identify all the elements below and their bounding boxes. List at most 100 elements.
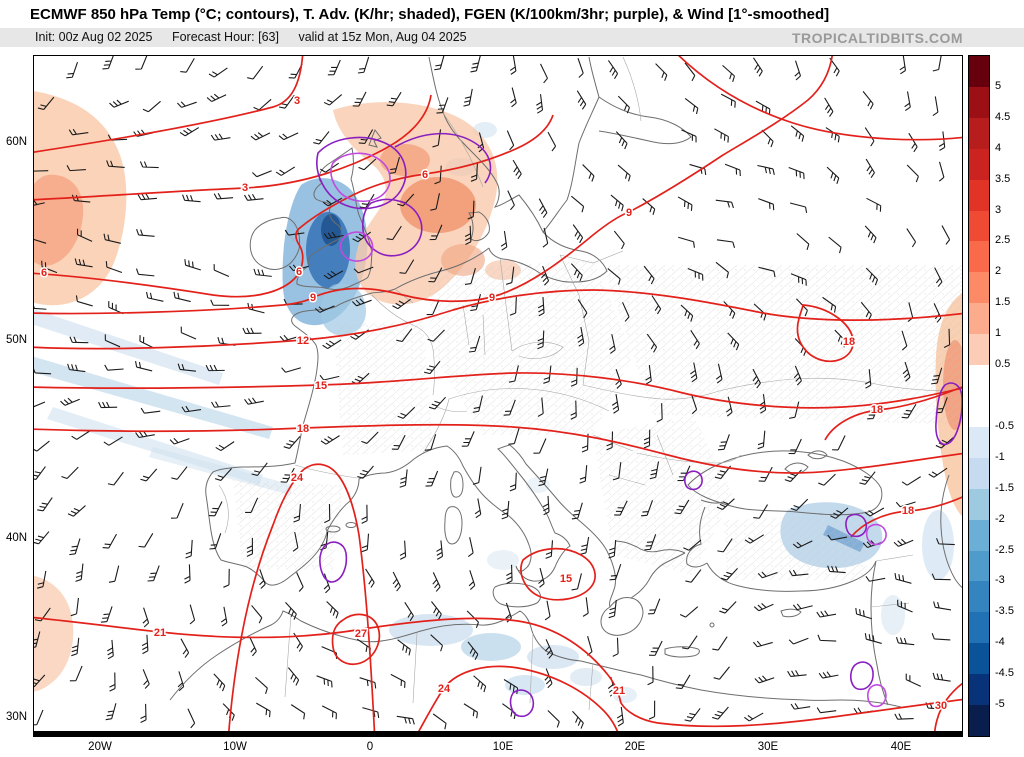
init-time: Init: 00z Aug 02 2025: [35, 30, 153, 44]
wind-barb: [107, 468, 124, 488]
wind-barb: [104, 362, 125, 371]
wind-barb: [901, 90, 912, 112]
wind-barb: [902, 164, 921, 183]
colorbar-tick-label: -0.5: [995, 419, 1014, 432]
wind-barb: [567, 710, 586, 730]
wind-barb: [108, 95, 130, 109]
wind-barb: [816, 608, 837, 619]
wind-barb: [399, 468, 408, 489]
wind-barb: [713, 662, 731, 682]
wind-barb: [318, 573, 332, 594]
wind-barb: [816, 704, 837, 714]
wind-barb: [244, 636, 258, 657]
wind-barb: [387, 673, 408, 689]
wind-barb: [579, 535, 590, 556]
wind-barb: [209, 673, 228, 692]
wind-barb: [606, 194, 626, 212]
wind-barb: [646, 665, 654, 686]
colorbar-segment: [969, 210, 989, 242]
wind-barb: [533, 198, 549, 219]
wind-barb: [137, 607, 150, 628]
colorbar-segment: [969, 426, 989, 458]
wind-barb: [70, 596, 79, 617]
wind-barb: [278, 91, 295, 111]
wind-barb: [681, 97, 701, 115]
wind-barb: [472, 465, 482, 486]
wind-barb: [936, 130, 946, 152]
wind-barb: [711, 633, 728, 653]
colorbar-tick-label: -5: [995, 698, 1005, 711]
wind-barb: [140, 634, 149, 655]
wind-barb: [179, 55, 195, 75]
colorbar-tick-label: -3: [995, 574, 1005, 587]
wind-barb: [542, 131, 558, 152]
wind-barb: [755, 164, 777, 176]
wind-barb: [251, 165, 273, 179]
wind-barb: [139, 464, 158, 484]
wind-barb: [535, 63, 550, 84]
wind-barb: [65, 59, 79, 81]
wind-barb: [603, 59, 620, 80]
wind-barb: [108, 563, 120, 585]
wind-barb: [860, 158, 877, 179]
colorbar-segment: [969, 519, 989, 551]
colorbar-tick-label: 0.5: [995, 358, 1011, 371]
wind-barb: [894, 712, 915, 720]
wind-barb: [818, 669, 839, 680]
wind-barb: [498, 230, 508, 251]
wind-barb: [252, 702, 273, 718]
wind-barb: [181, 194, 202, 203]
colorbar-tick-label: -2.5: [995, 543, 1014, 556]
wind-barb: [507, 55, 517, 75]
wind-barb: [858, 90, 876, 110]
colorbar-segment: [969, 56, 989, 87]
colorbar-segment: [969, 117, 989, 149]
wind-barb: [863, 197, 884, 213]
colorbar: [968, 55, 990, 737]
wind-barb: [831, 432, 846, 453]
wind-barb: [242, 327, 263, 335]
wind-barb: [711, 128, 732, 144]
colorbar-segment: [969, 457, 989, 489]
wind-barb: [33, 462, 46, 483]
wind-barb: [753, 598, 774, 613]
wind-barb: [222, 568, 230, 588]
wind-barb: [824, 236, 844, 254]
wind-barb: [822, 166, 842, 185]
wind-barb: [543, 709, 562, 728]
fgen-contours: [316, 132, 963, 718]
wind-barb: [647, 596, 661, 617]
temp-contour-label: 18: [871, 404, 883, 416]
wind-barb: [675, 671, 691, 692]
wind-barb: [822, 127, 842, 143]
colorbar-segment: [969, 365, 989, 396]
lon-label: 20E: [624, 741, 646, 753]
colorbar-segment: [969, 334, 989, 366]
wind-barb: [68, 536, 81, 557]
wind-barb: [205, 364, 226, 372]
wind-barb: [648, 700, 656, 720]
wind-barb: [567, 195, 587, 213]
wind-barb: [206, 89, 227, 104]
temp-contour-label: 3: [294, 95, 300, 107]
wind-barb: [318, 646, 340, 660]
wind-barb: [59, 393, 81, 407]
wind-barb: [609, 230, 627, 250]
wind-barb: [788, 202, 809, 214]
wind-barb: [754, 671, 775, 685]
temp-contour-label: 12: [297, 335, 309, 347]
wind-barb: [139, 703, 147, 724]
country-borders: [218, 56, 954, 711]
temp-contour-label: 21: [613, 685, 625, 697]
colorbar-tick-label: 3.5: [995, 172, 1011, 185]
temp-contour-label: 6: [422, 169, 428, 181]
colorbar-tick-label: 2.5: [995, 234, 1011, 247]
colorbar-tick-label: 4: [995, 141, 1002, 154]
wind-barb: [893, 534, 914, 548]
forecast-hour: Forecast Hour: [63]: [171, 30, 279, 44]
temp-contour-label: 15: [560, 573, 572, 585]
wind-barb: [715, 239, 736, 249]
wind-barb: [460, 703, 481, 719]
colorbar-segment: [969, 643, 989, 675]
